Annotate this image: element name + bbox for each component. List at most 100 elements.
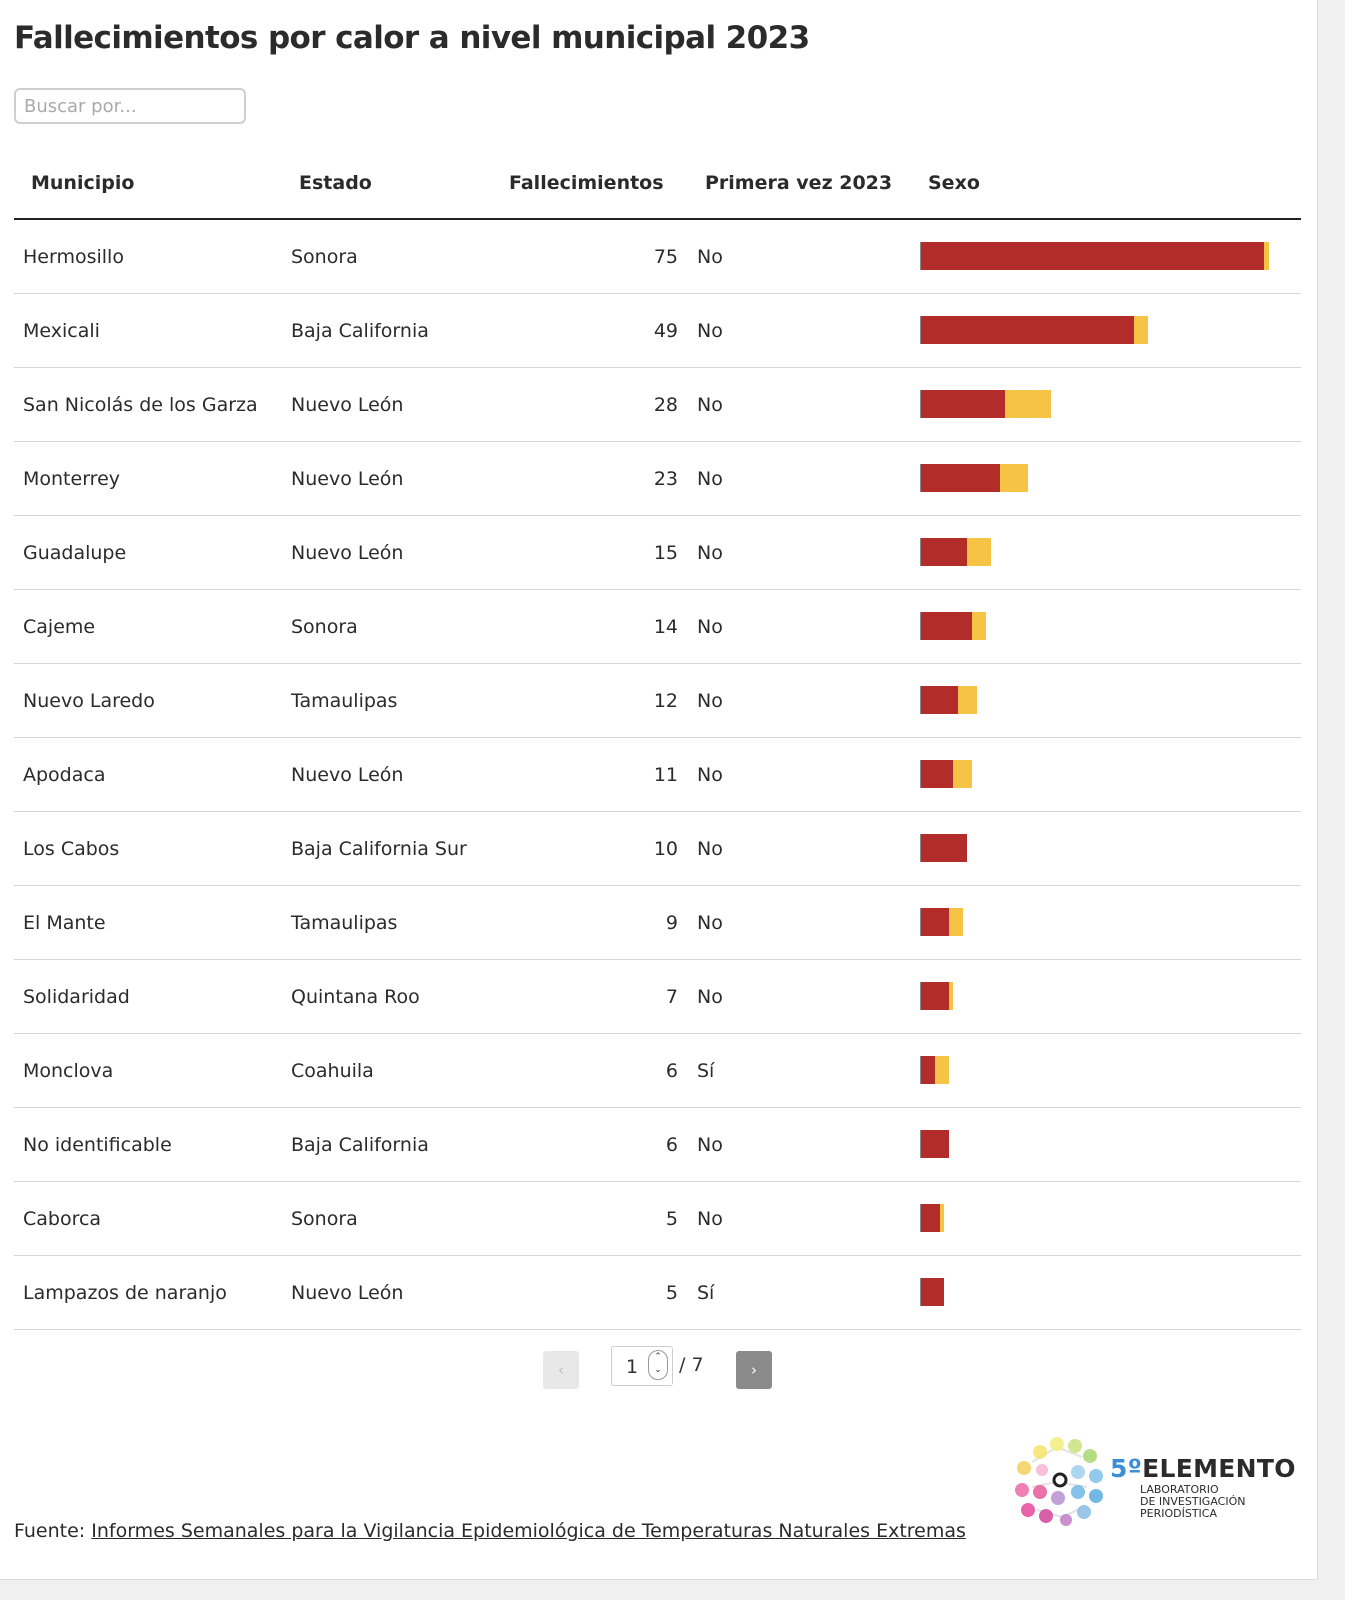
cell-sexo <box>920 368 1290 442</box>
sexo-stacked-bar <box>920 982 954 1010</box>
header-sexo[interactable]: Sexo <box>928 172 980 194</box>
bar-segment-mujeres <box>967 538 991 566</box>
sexo-stacked-bar <box>920 538 991 566</box>
table-row: Solidaridad Quintana Roo 7 No <box>14 960 1301 1034</box>
bar-segment-hombres <box>921 760 954 788</box>
bar-segment-hombres <box>921 686 959 714</box>
header-fallecimientos[interactable]: Fallecimientos <box>509 172 664 194</box>
bar-segment-hombres <box>921 612 973 640</box>
table-row: Los Cabos Baja California Sur 10 No <box>14 812 1301 886</box>
table-row: El Mante Tamaulipas 9 No <box>14 886 1301 960</box>
cell-primera-vez: No <box>697 986 723 1008</box>
cell-primera-vez: No <box>697 246 723 268</box>
sexo-stacked-bar <box>920 612 986 640</box>
bar-segment-hombres <box>921 834 968 862</box>
cell-estado: Tamaulipas <box>291 690 398 712</box>
cell-municipio: Los Cabos <box>23 838 120 860</box>
sexo-stacked-bar <box>920 834 968 862</box>
next-page-button[interactable]: › <box>736 1351 772 1389</box>
current-page-value: 1 <box>626 1356 639 1378</box>
bar-segment-mujeres <box>1004 390 1051 418</box>
cell-sexo <box>920 738 1290 812</box>
pagination: ‹ 1 ⌃ ⌄ / 7 › <box>0 1346 1318 1392</box>
table-row: Monclova Coahuila 6 Sí <box>14 1034 1301 1108</box>
logo-5-elemento: 5ºELEMENTO LABORATORIO DE INVESTIGACIÓN … <box>1012 1432 1312 1532</box>
datawrapper-table-card: Fallecimientos por calor a nivel municip… <box>0 0 1318 1580</box>
header-primera-vez[interactable]: Primera vez 2023 <box>705 172 893 194</box>
cell-estado: Baja California Sur <box>291 838 467 860</box>
table-row: Guadalupe Nuevo León 15 No <box>14 516 1301 590</box>
bar-segment-hombres <box>921 538 968 566</box>
sexo-stacked-bar <box>920 1130 949 1158</box>
cell-primera-vez: No <box>697 1134 723 1156</box>
cell-estado: Nuevo León <box>291 468 404 490</box>
header-estado[interactable]: Estado <box>299 172 372 194</box>
cell-estado: Coahuila <box>291 1060 374 1082</box>
bar-segment-mujeres <box>948 982 954 1010</box>
cell-primera-vez: No <box>697 542 723 564</box>
table-row: Nuevo Laredo Tamaulipas 12 No <box>14 664 1301 738</box>
source-note: Fuente: Informes Semanales para la Vigil… <box>14 1520 966 1542</box>
cell-fallecimientos: 28 <box>653 394 678 416</box>
bar-segment-hombres <box>921 908 949 936</box>
cell-sexo <box>920 1034 1290 1108</box>
cell-sexo <box>920 516 1290 590</box>
table-row: Caborca Sonora 5 No <box>14 1182 1301 1256</box>
cell-fallecimientos: 6 <box>665 1060 678 1082</box>
logo-molecule-icon <box>1015 1437 1103 1526</box>
table-header: Municipio Estado Fallecimientos Primera … <box>14 160 1301 220</box>
cell-estado: Nuevo León <box>291 394 404 416</box>
cell-estado: Tamaulipas <box>291 912 398 934</box>
search-input[interactable] <box>14 88 246 124</box>
cell-fallecimientos: 6 <box>665 1134 678 1156</box>
prev-page-button[interactable]: ‹ <box>543 1351 579 1389</box>
cell-estado: Sonora <box>291 616 358 638</box>
sexo-stacked-bar <box>920 1278 945 1306</box>
bar-segment-hombres <box>921 982 949 1010</box>
bar-segment-mujeres <box>1134 316 1149 344</box>
total-pages: / 7 <box>679 1354 704 1376</box>
cell-sexo <box>920 442 1290 516</box>
cell-sexo <box>920 960 1290 1034</box>
bar-segment-mujeres <box>972 612 986 640</box>
sexo-stacked-bar <box>920 686 977 714</box>
logo-brand: 5ºELEMENTO <box>1110 1454 1296 1483</box>
cell-fallecimientos: 5 <box>665 1208 678 1230</box>
spin-down-icon[interactable]: ⌄ <box>654 1365 662 1375</box>
cell-sexo <box>920 886 1290 960</box>
page-spinner-icon[interactable]: ⌃ ⌄ <box>648 1350 668 1380</box>
cell-fallecimientos: 14 <box>653 616 678 638</box>
cell-municipio: Hermosillo <box>23 246 124 268</box>
header-municipio[interactable]: Municipio <box>31 172 135 194</box>
cell-municipio: Lampazos de naranjo <box>23 1282 227 1304</box>
sexo-stacked-bar <box>920 1056 949 1084</box>
source-link[interactable]: Informes Semanales para la Vigilancia Ep… <box>91 1520 966 1542</box>
table-row: No identificable Baja California 6 No <box>14 1108 1301 1182</box>
table-row: Apodaca Nuevo León 11 No <box>14 738 1301 812</box>
spin-up-icon[interactable]: ⌃ <box>654 1352 662 1362</box>
bar-segment-mujeres <box>1264 242 1269 270</box>
cell-sexo <box>920 812 1290 886</box>
table-row: San Nicolás de los Garza Nuevo León 28 No <box>14 368 1301 442</box>
cell-sexo <box>920 1256 1290 1330</box>
bar-segment-hombres <box>921 1130 949 1158</box>
bar-segment-mujeres <box>948 908 963 936</box>
bar-segment-hombres <box>921 316 1135 344</box>
bar-segment-hombres <box>921 390 1005 418</box>
cell-municipio: San Nicolás de los Garza <box>23 394 258 416</box>
bar-segment-mujeres <box>953 760 973 788</box>
cell-sexo <box>920 220 1290 294</box>
sexo-stacked-bar <box>920 316 1149 344</box>
page-number-input[interactable]: 1 ⌃ ⌄ <box>611 1346 673 1386</box>
table-body: Hermosillo Sonora 75 No Mexicali Baja Califor… <box>14 220 1301 1330</box>
cell-estado: Quintana Roo <box>291 986 420 1008</box>
cell-primera-vez: No <box>697 1208 723 1230</box>
cell-primera-vez: No <box>697 616 723 638</box>
cell-estado: Sonora <box>291 246 358 268</box>
table-row: Monterrey Nuevo León 23 No <box>14 442 1301 516</box>
table-row: Lampazos de naranjo Nuevo León 5 Sí <box>14 1256 1301 1330</box>
cell-primera-vez: Sí <box>697 1282 715 1304</box>
sexo-stacked-bar <box>920 464 1028 492</box>
cell-fallecimientos: 7 <box>665 986 678 1008</box>
bar-segment-mujeres <box>999 464 1028 492</box>
